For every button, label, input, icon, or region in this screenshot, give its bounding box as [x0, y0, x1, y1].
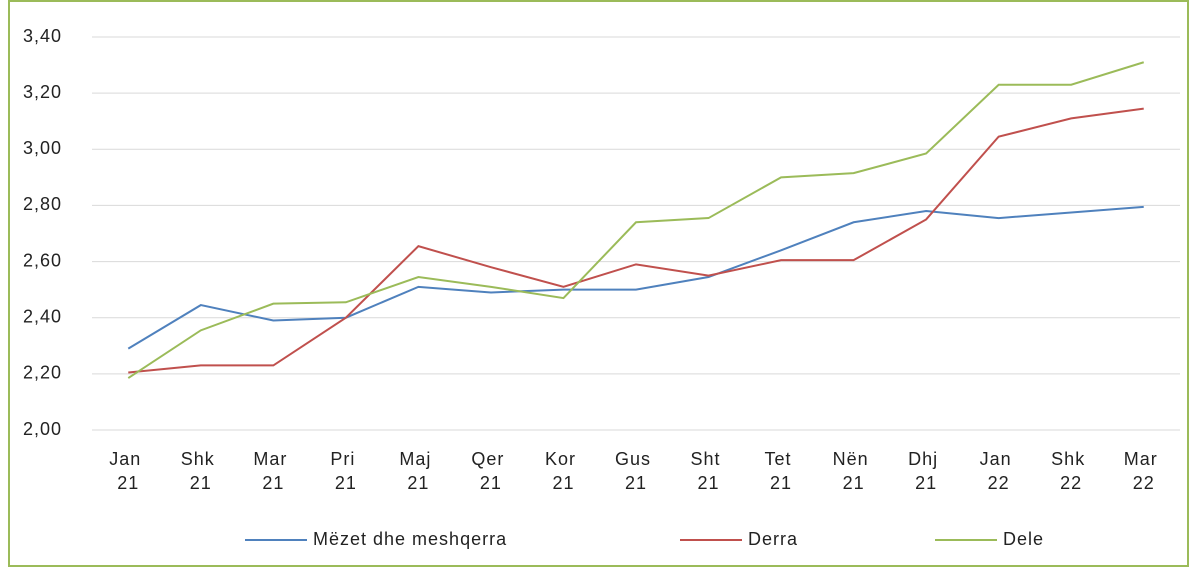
legend-label: Derra — [748, 529, 798, 549]
x-tick-label: Shk 21 — [181, 449, 221, 493]
y-tick-label: 2,20 — [23, 363, 62, 383]
y-tick-label: 2,40 — [23, 306, 62, 326]
data-line — [128, 107, 1144, 374]
y-tick-label: 3,00 — [23, 138, 62, 158]
x-tick-label: Shk 22 — [1051, 449, 1091, 493]
legend-label: Mëzet dhe meshqerra — [313, 529, 507, 549]
y-tick-label: 2,60 — [23, 250, 62, 270]
x-tick-label: Mar 21 — [253, 449, 293, 493]
x-tick-label: Jan 22 — [980, 449, 1018, 493]
x-tick-label: Qer 21 — [471, 449, 510, 493]
legend-label: Dele — [1003, 529, 1044, 549]
data-line — [127, 205, 1144, 350]
x-tick-label: Maj 21 — [399, 449, 437, 493]
y-tick-label: 2,00 — [23, 419, 62, 439]
x-tick-label: Nën 21 — [833, 449, 875, 493]
x-tick-label: Sht 21 — [691, 449, 727, 493]
x-tick-label: Dhj 21 — [908, 449, 944, 493]
x-tick-label: Pri 21 — [330, 449, 361, 493]
x-tick-label: Gus 21 — [615, 449, 657, 493]
x-tick-label: Kor 21 — [545, 449, 582, 493]
x-tick-label: Mar 22 — [1124, 449, 1164, 493]
chart-border — [8, 0, 1189, 567]
x-tick-label: Jan 21 — [109, 449, 147, 493]
y-tick-label: 3,20 — [23, 82, 62, 102]
data-line — [127, 61, 1145, 379]
x-tick-label: Tet 21 — [765, 449, 798, 493]
y-tick-label: 3,40 — [23, 26, 62, 46]
y-tick-label: 2,80 — [23, 194, 62, 214]
